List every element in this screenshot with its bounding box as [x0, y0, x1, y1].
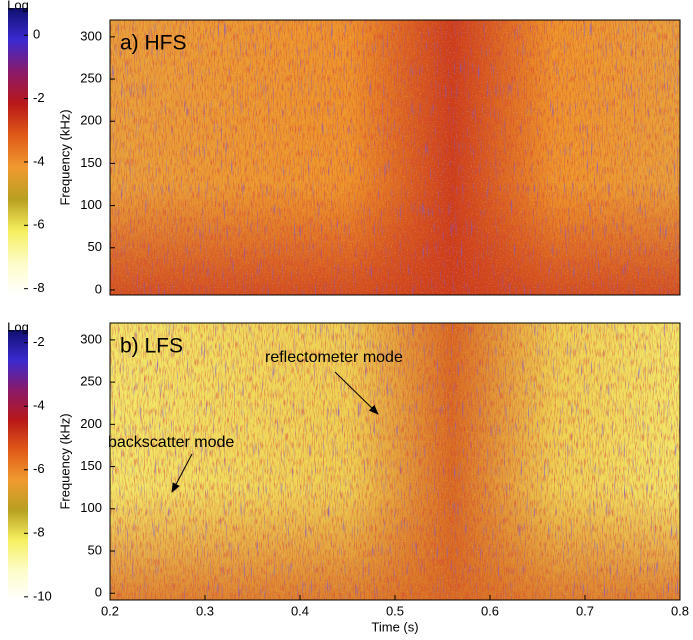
y-tick-label: 250: [80, 374, 102, 389]
y-tick-label: 0: [95, 281, 102, 296]
x-tick-label: 0.4: [291, 603, 309, 618]
panel-title: a) HFS: [120, 32, 187, 55]
x-axis-label: Time (s): [371, 619, 418, 634]
annotation: reflectometer mode: [265, 349, 403, 366]
y-tick-label: 100: [80, 500, 102, 515]
colorbar-tick-label: -4: [33, 153, 45, 168]
annotation-arrow: [171, 453, 193, 493]
y-tick-label: 100: [80, 197, 102, 212]
colorbar-tick-label: -6: [33, 217, 45, 232]
y-tick-label: 0: [95, 585, 102, 600]
colorbar-tick-label: -2: [33, 334, 45, 349]
annotation-arrow: [334, 371, 379, 415]
colorbar-tick-label: -4: [33, 398, 45, 413]
x-tick-label: 0.2: [101, 603, 119, 618]
colorbar-label: Log: [7, 319, 29, 334]
x-tick-label: 0.6: [481, 603, 499, 618]
x-tick-label: 0.8: [671, 603, 689, 618]
colorbar-tick-label: 0: [33, 27, 40, 42]
spectrogram-texture: [110, 20, 680, 295]
y-tick-label: 50: [88, 542, 102, 557]
y-axis-label: Frequency (kHz): [57, 413, 72, 509]
colorbar-tick-label: -6: [33, 461, 45, 476]
colorbar: [8, 330, 28, 600]
plot-frame: [109, 19, 681, 296]
colorbar-tick-label: -2: [33, 90, 45, 105]
y-tick-label: 300: [80, 28, 102, 43]
colorbar-tick-label: -8: [33, 525, 45, 540]
y-axis-label: Frequency (kHz): [57, 109, 72, 205]
annotation: backscatter mode: [108, 434, 234, 451]
colorbar-tick-label: -8: [33, 280, 45, 295]
y-tick-label: 200: [80, 416, 102, 431]
y-tick-label: 200: [80, 113, 102, 128]
colorbar-tick-label: -10: [33, 588, 52, 603]
x-tick-label: 0.7: [576, 603, 594, 618]
panel-title: b) LFS: [120, 335, 183, 358]
y-tick-label: 250: [80, 70, 102, 85]
colorbar: [8, 8, 28, 295]
y-tick-label: 150: [80, 458, 102, 473]
y-tick-label: 300: [80, 331, 102, 346]
x-tick-label: 0.3: [196, 603, 214, 618]
colorbar-label: Log: [7, 0, 29, 12]
spectrogram-texture: [110, 323, 680, 600]
y-tick-label: 50: [88, 239, 102, 254]
x-tick-label: 0.5: [386, 603, 404, 618]
y-tick-label: 150: [80, 155, 102, 170]
